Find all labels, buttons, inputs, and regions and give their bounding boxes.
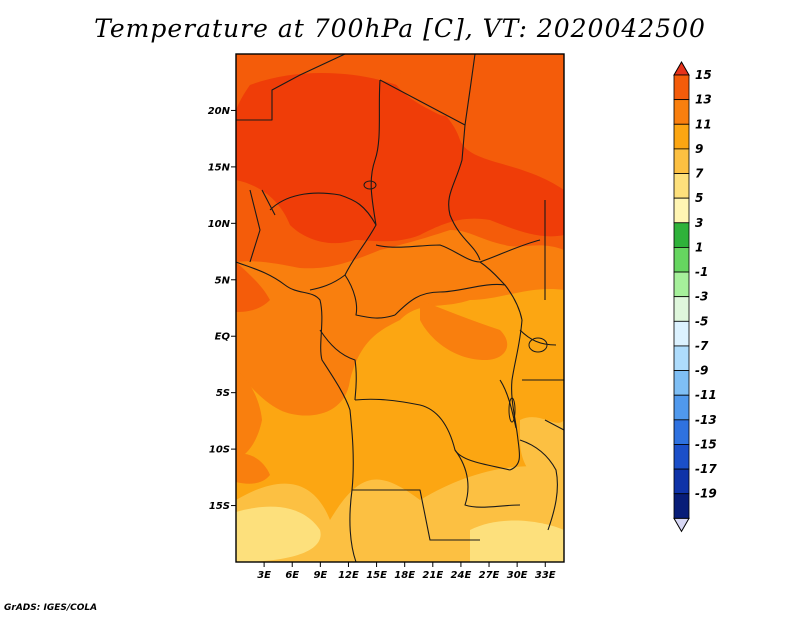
border-algeria-niger xyxy=(236,54,346,121)
field-west-13 xyxy=(236,262,270,312)
field-sw-pale2 xyxy=(470,520,564,562)
border-drc-east xyxy=(509,319,523,471)
field-mid-11 xyxy=(420,300,508,360)
x-tick-label: 21E xyxy=(422,570,443,581)
colorbar-bottom-arrow xyxy=(673,517,690,533)
border-car xyxy=(375,244,506,286)
colorbar-label: -15 xyxy=(695,437,717,451)
colorbar-label: -3 xyxy=(695,290,708,304)
colorbar-label: 9 xyxy=(695,142,703,156)
colorbar-swatch xyxy=(673,419,690,445)
border-drc-south xyxy=(354,398,511,471)
y-tick-label: 5S xyxy=(216,388,230,399)
colorbar-label: 15 xyxy=(695,68,712,82)
y-tick-label: 15N xyxy=(208,162,231,173)
border-gabon-congo xyxy=(319,329,357,401)
lake-chad xyxy=(363,180,377,190)
border-zambia xyxy=(454,449,521,508)
border-libya-chad xyxy=(379,54,476,126)
x-tick-label: 3E xyxy=(257,570,271,581)
colorbar-label: -7 xyxy=(695,339,709,353)
colorbar-label: 7 xyxy=(695,167,704,181)
map-frame xyxy=(235,53,565,563)
colorbar-swatch xyxy=(673,148,690,174)
x-tick-label: 9E xyxy=(313,570,327,581)
coastline-west xyxy=(236,261,357,562)
y-tick-label: 20N xyxy=(208,106,231,117)
field-sw-11 xyxy=(236,453,270,484)
x-tick-label: 27E xyxy=(479,570,500,581)
border-chad-sudan xyxy=(448,124,481,261)
colorbar-label: -1 xyxy=(695,265,708,279)
colorbar-swatch xyxy=(673,123,690,150)
y-axis: 20N 15N 10N 5N EQ 5S 10S 15S xyxy=(208,106,236,512)
lake-victoria xyxy=(528,337,548,353)
field-west-11 xyxy=(236,370,262,460)
colorbar-label: -9 xyxy=(695,364,708,378)
x-tick-label: 6E xyxy=(285,570,299,581)
border-nigeria xyxy=(269,192,377,291)
colorbar-swatch xyxy=(673,345,690,371)
colorbar-swatch xyxy=(673,296,690,322)
colorbar-swatch xyxy=(673,271,690,298)
colorbar-swatch xyxy=(673,197,690,224)
field-lake-13 xyxy=(390,72,490,117)
colorbar-swatch xyxy=(673,468,690,495)
x-tick-label: 33E xyxy=(535,570,556,581)
border-angola xyxy=(352,489,480,541)
x-tick-label: 12E xyxy=(338,570,359,581)
field-north-15 xyxy=(236,73,564,244)
colorbar-label: -19 xyxy=(695,487,717,501)
colorbar-swatch xyxy=(673,99,690,125)
colorbar-swatch xyxy=(673,444,690,470)
field-se-7 xyxy=(520,417,564,483)
chart-title: Temperature at 700hPa [C], VT: 202004250… xyxy=(94,14,706,43)
colorbar-swatch xyxy=(673,493,690,519)
colorbar-swatch xyxy=(673,222,690,248)
border-mozambique xyxy=(519,439,558,531)
y-tick-label: EQ xyxy=(215,332,231,343)
colorbar-swatch xyxy=(673,247,690,273)
colorbar-label: 1 xyxy=(695,240,703,254)
colorbar: 15 13 11 9 7 5 3 1 -1 -3 -5 -7 -9 -11 -13 -15 -17 -19 xyxy=(673,60,717,533)
lake-tanganyika xyxy=(508,397,516,423)
colorbar-swatch xyxy=(673,173,690,199)
y-tick-label: 15S xyxy=(209,501,230,512)
colorbar-label: -5 xyxy=(695,314,708,328)
colorbar-swatch xyxy=(673,394,690,421)
colorbar-swatch xyxy=(673,370,690,396)
colorbar-label: 11 xyxy=(695,117,712,131)
border-west-african xyxy=(249,189,276,263)
y-tick-label: 5N xyxy=(215,275,231,286)
border-tanzania xyxy=(522,379,564,431)
colorbar-label: 5 xyxy=(695,191,703,205)
y-tick-label: 10S xyxy=(209,445,230,456)
x-tick-label: 18E xyxy=(394,570,415,581)
colorbar-swatch xyxy=(673,320,690,347)
colorbar-label: -11 xyxy=(695,388,717,402)
x-tick-label: 15E xyxy=(366,570,387,581)
colorbar-top-arrow xyxy=(673,60,690,76)
border-drc-north xyxy=(394,283,523,321)
border-niger-chad xyxy=(370,79,381,226)
border-sudan-eth xyxy=(479,200,546,300)
border-cameroon xyxy=(344,274,396,319)
colorbar-label: 3 xyxy=(695,216,703,230)
colorbar-label: -17 xyxy=(695,462,717,476)
x-tick-label: 30E xyxy=(507,570,528,581)
x-axis: 3E 6E 9E 12E 15E 18E 21E 24E 27E 30E 33E xyxy=(257,562,556,581)
credit-label: GrADS: IGES/COLA xyxy=(4,603,98,613)
colorbar-swatch xyxy=(673,74,690,101)
field-sw-pale xyxy=(236,506,321,562)
x-tick-label: 24E xyxy=(451,570,472,581)
colorbar-label: -13 xyxy=(695,413,717,427)
y-tick-label: 10N xyxy=(208,219,231,230)
colorbar-label: 13 xyxy=(695,93,712,107)
